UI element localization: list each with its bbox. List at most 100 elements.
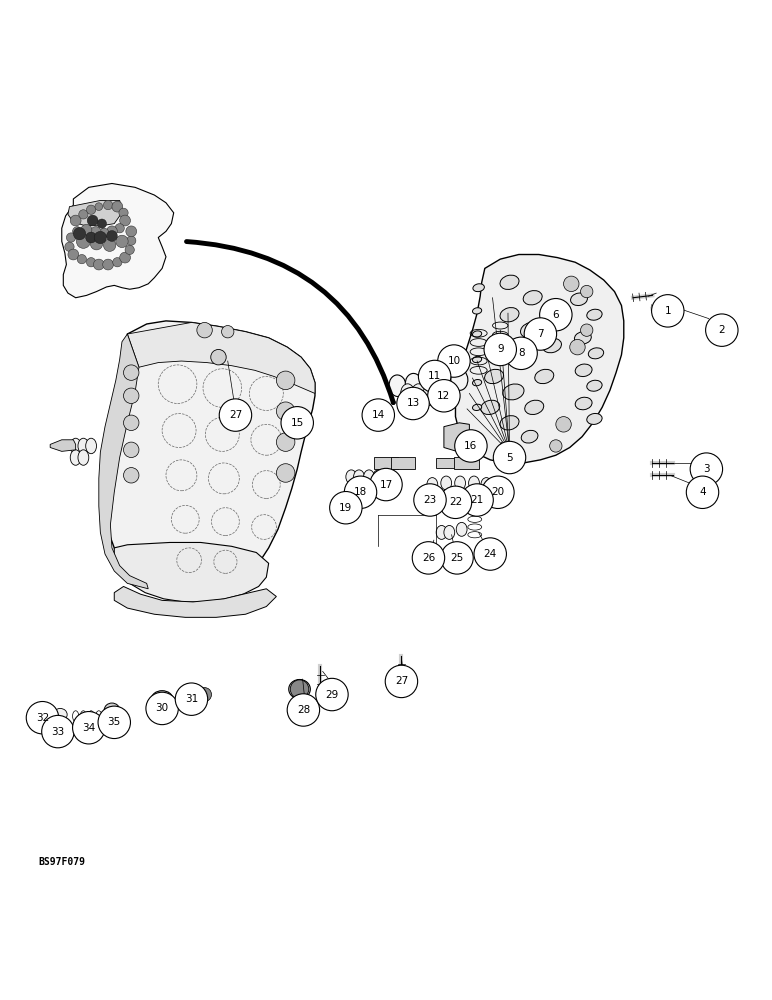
Text: 7: 7	[537, 329, 543, 339]
Polygon shape	[114, 542, 269, 602]
Ellipse shape	[401, 384, 415, 403]
Circle shape	[77, 255, 86, 264]
Polygon shape	[455, 255, 624, 463]
Ellipse shape	[503, 384, 524, 400]
Bar	[391, 457, 415, 469]
Ellipse shape	[571, 293, 587, 306]
Polygon shape	[127, 322, 315, 393]
Ellipse shape	[574, 332, 591, 344]
Circle shape	[395, 671, 408, 684]
Text: 12: 12	[437, 391, 451, 401]
Text: 28: 28	[296, 705, 310, 715]
Circle shape	[412, 542, 445, 574]
Circle shape	[107, 231, 117, 241]
Ellipse shape	[432, 388, 445, 408]
Text: 22: 22	[449, 497, 462, 507]
Circle shape	[211, 349, 226, 365]
Circle shape	[397, 387, 429, 420]
Circle shape	[90, 238, 103, 250]
Ellipse shape	[587, 413, 602, 424]
Circle shape	[120, 252, 130, 263]
Circle shape	[115, 224, 124, 233]
Text: 25: 25	[450, 553, 464, 563]
Ellipse shape	[422, 386, 436, 405]
Text: 8: 8	[518, 348, 524, 358]
Circle shape	[112, 201, 123, 212]
Ellipse shape	[520, 322, 542, 338]
Circle shape	[70, 215, 81, 226]
Text: 15: 15	[290, 418, 304, 428]
Circle shape	[276, 433, 295, 451]
Text: 27: 27	[229, 410, 242, 420]
Circle shape	[370, 468, 402, 501]
Ellipse shape	[521, 430, 538, 443]
Circle shape	[103, 259, 113, 270]
Circle shape	[493, 441, 526, 474]
Circle shape	[281, 407, 313, 439]
Ellipse shape	[53, 708, 67, 721]
Circle shape	[87, 215, 98, 226]
Text: 4: 4	[699, 487, 706, 497]
Text: 20: 20	[491, 487, 505, 497]
Circle shape	[68, 249, 79, 260]
Circle shape	[126, 226, 137, 237]
Circle shape	[706, 314, 738, 346]
Text: 33: 33	[51, 727, 65, 737]
Ellipse shape	[364, 470, 374, 484]
Circle shape	[79, 210, 88, 219]
Ellipse shape	[70, 450, 81, 465]
Text: 24: 24	[483, 549, 497, 559]
Bar	[454, 457, 479, 469]
Circle shape	[42, 715, 74, 748]
Circle shape	[652, 295, 684, 327]
Ellipse shape	[587, 380, 602, 391]
Circle shape	[119, 208, 128, 217]
Polygon shape	[68, 200, 122, 226]
Text: 3: 3	[703, 464, 709, 474]
Ellipse shape	[472, 404, 482, 411]
Ellipse shape	[481, 400, 499, 415]
Circle shape	[414, 484, 446, 516]
Circle shape	[287, 694, 320, 726]
Circle shape	[95, 203, 103, 211]
Circle shape	[76, 234, 90, 248]
Circle shape	[438, 345, 470, 377]
Bar	[374, 457, 398, 469]
Ellipse shape	[543, 305, 565, 321]
Ellipse shape	[289, 679, 310, 699]
Circle shape	[127, 236, 136, 245]
Circle shape	[441, 542, 473, 574]
Circle shape	[124, 468, 139, 483]
Text: 27: 27	[394, 676, 408, 686]
Text: 9: 9	[497, 344, 503, 354]
Ellipse shape	[500, 416, 519, 430]
Ellipse shape	[575, 364, 592, 377]
Text: 34: 34	[82, 723, 96, 733]
Circle shape	[124, 442, 139, 458]
Ellipse shape	[456, 522, 467, 536]
Ellipse shape	[469, 476, 479, 490]
Circle shape	[94, 231, 107, 244]
Circle shape	[550, 440, 562, 452]
Ellipse shape	[389, 375, 406, 397]
Text: 6: 6	[553, 310, 559, 320]
Circle shape	[581, 285, 593, 298]
Circle shape	[73, 227, 82, 236]
Circle shape	[474, 538, 506, 570]
Ellipse shape	[500, 275, 519, 289]
Circle shape	[219, 399, 252, 431]
Circle shape	[455, 430, 487, 462]
Ellipse shape	[405, 373, 422, 395]
Ellipse shape	[455, 476, 466, 490]
Text: 21: 21	[470, 495, 484, 505]
Circle shape	[362, 399, 394, 431]
Ellipse shape	[346, 470, 357, 484]
Circle shape	[124, 415, 139, 431]
Ellipse shape	[587, 309, 602, 320]
Ellipse shape	[472, 331, 482, 337]
Circle shape	[385, 665, 418, 698]
FancyArrowPatch shape	[187, 242, 393, 403]
Text: 2: 2	[719, 325, 725, 335]
Text: BS97F079: BS97F079	[39, 857, 86, 867]
Ellipse shape	[472, 380, 482, 386]
